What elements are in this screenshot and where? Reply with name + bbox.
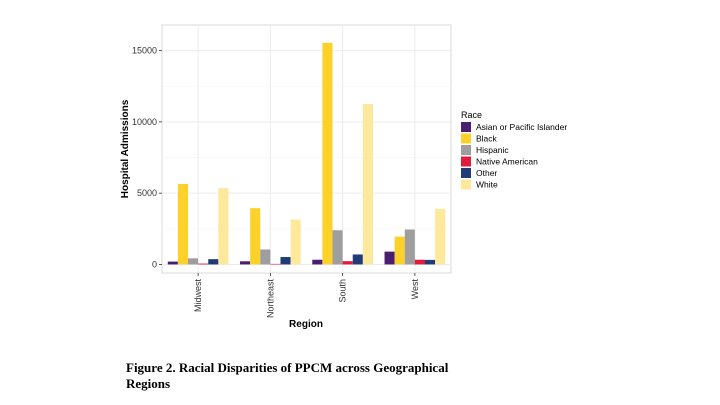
y-axis-title: Hospital Admissions <box>120 99 131 198</box>
bar <box>424 259 436 265</box>
plot-panel <box>161 24 452 274</box>
legend-swatch <box>461 179 471 190</box>
bar <box>270 263 281 265</box>
bars <box>167 42 446 265</box>
legend-swatch <box>461 122 471 132</box>
x-axis-ticks: Midwest Northeast South West <box>193 273 420 318</box>
legend-swatch <box>461 145 471 155</box>
caption-line-2: Regions <box>126 376 171 391</box>
y-tick-label: 0 <box>152 259 157 269</box>
x-tick-label: Midwest <box>193 279 203 313</box>
bar <box>188 258 199 265</box>
bar <box>312 259 323 265</box>
y-tick-label: 10000 <box>132 117 157 127</box>
bar <box>342 261 353 265</box>
bar <box>435 208 446 265</box>
bar <box>177 183 189 265</box>
figure-caption: Figure 2. Racial Disparities of PPCM acr… <box>126 360 506 392</box>
bar <box>250 208 261 265</box>
bar <box>198 263 209 265</box>
x-tick-label: South <box>338 279 348 303</box>
bar <box>290 219 301 265</box>
bar <box>322 42 333 265</box>
caption-line-1: Figure 2. Racial Disparities of PPCM acr… <box>126 360 449 375</box>
legend-label: Black <box>476 134 498 144</box>
x-axis-title: Region <box>289 319 323 330</box>
bar <box>167 261 178 265</box>
bar <box>352 254 363 265</box>
bar <box>384 251 395 265</box>
x-tick-label: West <box>410 279 420 300</box>
bar <box>414 259 425 265</box>
bar <box>280 257 291 265</box>
bar <box>332 230 343 265</box>
legend-label: Other <box>476 168 497 178</box>
bar <box>394 236 405 265</box>
y-axis-ticks: 0 5000 10000 15000 <box>132 46 162 269</box>
legend-swatch <box>461 133 471 144</box>
legend-label: Native American <box>476 157 538 167</box>
x-tick-label: Northeast <box>265 279 275 319</box>
legend-swatch <box>461 168 471 178</box>
bar <box>218 188 229 265</box>
bar <box>240 261 251 265</box>
legend-swatch <box>461 156 471 167</box>
bar <box>260 249 271 265</box>
legend-label: Asian or Pacific Islander <box>476 122 567 132</box>
legend-label: Hispanic <box>476 145 509 155</box>
bar <box>404 229 415 265</box>
y-tick-label: 5000 <box>137 188 157 198</box>
bar <box>362 104 373 265</box>
legend-label: White <box>476 180 498 190</box>
bar <box>208 259 219 265</box>
legend-title: Race <box>461 110 482 120</box>
y-tick-label: 15000 <box>132 46 157 56</box>
